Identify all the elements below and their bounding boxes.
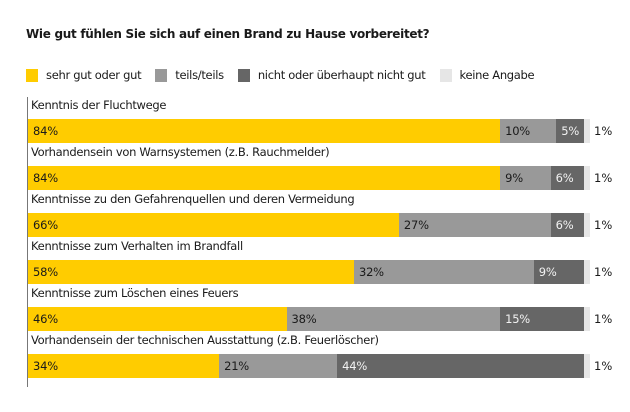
data-label: 34% [33, 359, 58, 373]
data-label: 9% [538, 265, 557, 279]
data-label: 84% [33, 124, 58, 138]
bar-segment [500, 119, 557, 143]
bar-segment [28, 307, 287, 331]
bar-segment [28, 213, 399, 237]
data-label: 46% [33, 312, 58, 326]
data-label: 58% [33, 265, 58, 279]
data-label: 1% [594, 171, 613, 185]
legend-swatch-partly [155, 68, 168, 82]
category-label: Kenntnisse zu den Gefahrenquellen und de… [31, 192, 355, 206]
category-label: Kenntnisse zum Verhalten im Brandfall [31, 239, 243, 253]
chart-title: Wie gut fühlen Sie sich auf einen Brand … [26, 27, 430, 41]
data-label: 1% [594, 124, 613, 138]
legend-swatch-good [26, 68, 38, 82]
bar-segment [219, 354, 338, 378]
category-label: Kenntnisse zum Löschen eines Feuers [31, 286, 239, 300]
data-label: 10% [505, 124, 531, 138]
data-label: 1% [594, 312, 613, 326]
legend-label-no-answer: keine Angabe [459, 68, 535, 82]
bar-segment [398, 213, 551, 237]
data-label: 66% [33, 218, 58, 232]
category-label: Vorhandensein von Warnsystemen (z.B. Rau… [31, 145, 330, 159]
bar-segment [353, 260, 534, 284]
data-label: 44% [342, 359, 368, 373]
bar-segment [28, 260, 354, 284]
bar-segment [550, 213, 585, 237]
bar-segment [337, 354, 585, 378]
data-label: 1% [594, 265, 613, 279]
data-label: 27% [403, 218, 429, 232]
data-label: 6% [555, 218, 574, 232]
data-label: 5% [561, 124, 580, 138]
data-label: 15% [505, 312, 531, 326]
bar-segment [533, 260, 585, 284]
legend-item-partly: teils/teils [155, 68, 224, 82]
data-label: 32% [358, 265, 384, 279]
data-label: 21% [224, 359, 250, 373]
bar-segment [556, 119, 585, 143]
bar-segment [500, 166, 551, 190]
bar-segment [584, 213, 590, 237]
data-label: 6% [555, 171, 574, 185]
data-label: 84% [33, 171, 58, 185]
data-label: 1% [594, 359, 613, 373]
legend-swatch-no-answer [439, 68, 452, 82]
category-label: Kenntnis der Fluchtwege [31, 98, 167, 112]
data-label: 38% [291, 312, 317, 326]
bar-segment [28, 166, 501, 190]
data-label: 1% [594, 218, 613, 232]
category-label: Vorhandensein der technischen Ausstattun… [31, 333, 379, 347]
bar-segment [584, 307, 590, 331]
bar-segment [584, 260, 590, 284]
bar-segment [500, 307, 585, 331]
data-label: 9% [505, 171, 523, 185]
bar-segment [584, 119, 590, 143]
bar-segment [584, 354, 590, 378]
bar-segment [28, 354, 220, 378]
legend-label-partly: teils/teils [175, 68, 224, 82]
legend-item-no-answer: keine Angabe [439, 68, 535, 82]
legend-label-not-good: nicht oder überhaupt nicht gut [257, 68, 426, 82]
legend-swatch-not-good [237, 68, 250, 82]
bar-segment [28, 119, 501, 143]
bar-segment [550, 166, 585, 190]
legend: sehr gut oder gut teils/teils nicht oder… [26, 68, 548, 82]
y-axis-line [27, 97, 28, 387]
legend-item-good: sehr gut oder gut [26, 68, 142, 82]
legend-item-not-good: nicht oder überhaupt nicht gut [237, 68, 426, 82]
bar-segment [286, 307, 501, 331]
bar-segment [584, 166, 590, 190]
legend-label-good: sehr gut oder gut [46, 68, 142, 82]
